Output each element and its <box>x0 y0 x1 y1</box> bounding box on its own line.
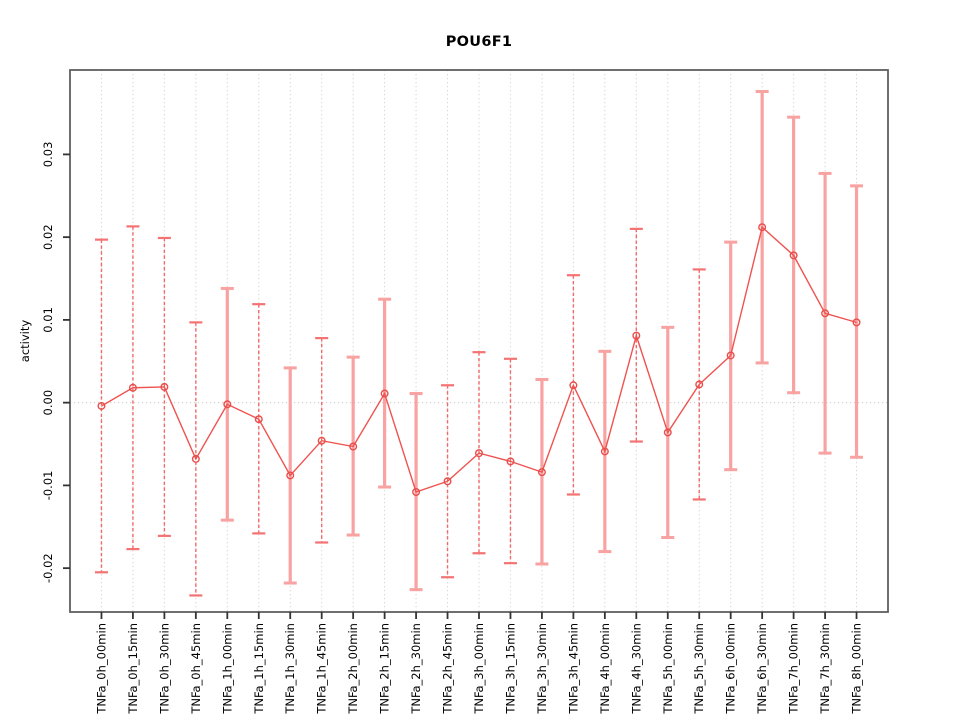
series-line <box>101 225 857 493</box>
error-bar <box>503 357 517 565</box>
data-point-marker <box>663 428 672 437</box>
x-tick-label: TNFa_1h_00min <box>220 623 234 715</box>
x-tick-label: TNFa_6h_30min <box>755 623 769 715</box>
data-point-marker <box>191 454 200 463</box>
data-point-marker <box>254 415 263 424</box>
gridlines-group <box>70 70 888 612</box>
data-point-marker <box>349 442 358 451</box>
y-tick-label: 0.01 <box>41 307 55 333</box>
data-point-marker <box>223 400 232 409</box>
x-tick-label: TNFa_7h_00min <box>787 623 801 715</box>
x-tick-label: TNFa_3h_30min <box>535 623 549 715</box>
error-bar <box>692 268 706 501</box>
data-point-marker <box>789 251 798 260</box>
x-tick-label: TNFa_3h_45min <box>566 623 580 715</box>
y-tick-label: -0.01 <box>41 471 55 501</box>
data-point-marker <box>97 401 106 410</box>
error-bar <box>94 238 108 574</box>
x-tick-label: TNFa_1h_30min <box>283 623 297 715</box>
y-tick-label: 0.00 <box>41 390 55 416</box>
x-tick-label: TNFa_1h_45min <box>315 623 329 715</box>
data-point-marker <box>537 468 546 477</box>
data-point-marker <box>443 477 452 486</box>
data-point-marker <box>569 381 578 390</box>
error-bar <box>157 236 171 537</box>
x-tick-label: TNFa_2h_45min <box>441 623 455 715</box>
data-point-marker <box>600 447 609 456</box>
data-points-group <box>97 223 861 497</box>
error-bar <box>566 274 580 496</box>
data-point-marker <box>821 309 830 318</box>
data-point-marker <box>632 331 641 340</box>
x-axis: TNFa_0h_00min TNFa_0h_15min TNFa_0h_30min T… <box>94 612 864 715</box>
error-bar <box>126 225 140 551</box>
y-tick-label: -0.02 <box>41 553 55 583</box>
x-tick-label: TNFa_6h_00min <box>724 623 738 715</box>
data-point-marker <box>286 471 295 480</box>
x-tick-label: TNFa_2h_30min <box>409 623 423 715</box>
x-tick-label: TNFa_1h_15min <box>252 623 266 715</box>
error-bar <box>315 337 329 544</box>
x-tick-label: TNFa_0h_30min <box>157 623 171 715</box>
data-point-marker <box>475 449 484 458</box>
data-point-marker <box>160 382 169 391</box>
y-tick-label: 0.02 <box>41 224 55 250</box>
plot-title: POU6F1 <box>445 34 513 50</box>
x-tick-label: TNFa_0h_45min <box>189 623 203 715</box>
x-tick-label: TNFa_7h_30min <box>818 623 832 715</box>
x-tick-label: TNFa_2h_15min <box>378 623 392 715</box>
y-axis: -0.02 -0.01 0.00 0.01 0.02 0.03 <box>41 142 70 583</box>
data-point-marker <box>726 351 735 360</box>
x-tick-label: TNFa_0h_15min <box>126 623 140 715</box>
x-tick-label: TNFa_5h_30min <box>692 623 706 715</box>
data-point-marker <box>128 383 137 392</box>
error-bar <box>850 184 864 459</box>
data-point-marker <box>695 380 704 389</box>
x-tick-label: TNFa_4h_30min <box>629 623 643 715</box>
data-point-marker <box>380 389 389 398</box>
x-tick-label: TNFa_5h_00min <box>661 623 675 715</box>
y-axis-title: activity <box>18 320 32 363</box>
x-tick-label: TNFa_3h_00min <box>472 623 486 715</box>
data-point-marker <box>317 436 326 445</box>
x-tick-label: TNFa_2h_00min <box>346 623 360 715</box>
x-tick-label: TNFa_8h_00min <box>850 623 864 715</box>
data-point-marker <box>852 318 861 327</box>
x-tick-label: TNFa_4h_00min <box>598 623 612 715</box>
y-tick-label: 0.03 <box>41 142 55 168</box>
data-point-marker <box>506 457 515 466</box>
error-bar <box>252 303 266 535</box>
x-tick-label: TNFa_3h_15min <box>503 623 517 715</box>
x-tick-label: TNFa_0h_00min <box>94 623 108 715</box>
data-point-marker <box>758 223 767 232</box>
data-point-marker <box>412 488 421 497</box>
